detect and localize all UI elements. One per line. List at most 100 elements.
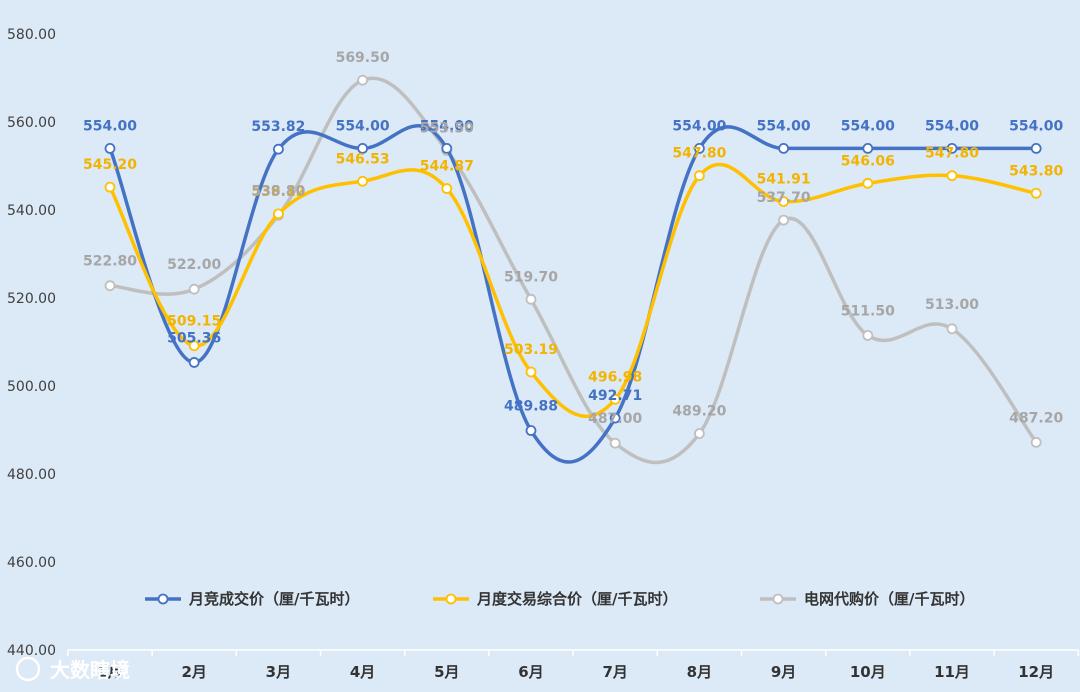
data-label: 569.50 xyxy=(336,50,390,66)
data-labels-0: 554.00 505.36 553.82 554.00 554.00 489.88 492.… xyxy=(83,118,1063,414)
data-point xyxy=(1030,142,1042,154)
data-label: 522.00 xyxy=(167,257,221,273)
data-label: 537.70 xyxy=(757,190,811,206)
data-point xyxy=(441,183,453,194)
data-point xyxy=(862,142,874,154)
legend-marker xyxy=(772,593,784,605)
y-tick-label: 440.00 xyxy=(7,643,56,659)
data-label: 554.00 xyxy=(336,118,390,134)
y-axis: 440.00 460.00 480.00 500.00 520.00 540.00 560.… xyxy=(7,27,56,659)
grid-lines xyxy=(67,650,1080,656)
data-point xyxy=(272,208,284,220)
data-label: 547.80 xyxy=(672,146,726,162)
x-tick-label: 5月 xyxy=(434,663,459,681)
x-tick-label: 6月 xyxy=(518,663,543,681)
y-tick-label: 460.00 xyxy=(7,555,56,571)
data-point xyxy=(357,175,369,187)
watermark: 大数瞎境 xyxy=(15,656,130,682)
data-point xyxy=(694,170,705,182)
data-point xyxy=(188,340,200,352)
data-label: 539.12 xyxy=(251,184,305,200)
series-1 xyxy=(104,162,1042,419)
data-label: 496.98 xyxy=(588,369,642,385)
series-0 xyxy=(104,124,1042,464)
watermark-logo-icon xyxy=(15,656,41,682)
data-label: 519.70 xyxy=(504,269,558,285)
data-label: 546.06 xyxy=(841,153,895,169)
data-label: 489.88 xyxy=(504,399,558,415)
data-label: 547.80 xyxy=(925,146,979,162)
data-labels-2: 522.80 522.00 538.80 569.50 553.50 519.70 487.… xyxy=(83,50,1063,427)
data-point xyxy=(694,428,705,439)
data-point xyxy=(357,142,369,154)
data-label: 544.87 xyxy=(420,159,474,175)
data-point xyxy=(525,366,537,378)
x-tick-label: 3月 xyxy=(266,663,291,681)
legend-marker xyxy=(445,593,457,605)
data-point xyxy=(104,280,116,292)
data-point xyxy=(1030,436,1042,448)
data-label: 541.91 xyxy=(757,172,811,188)
data-label: 545.20 xyxy=(83,157,137,173)
y-tick-label: 560.00 xyxy=(7,115,56,131)
data-label: 554.00 xyxy=(925,118,979,134)
legend-label: 月竞成交价（厘/千瓦时） xyxy=(188,590,359,608)
data-label: 492.71 xyxy=(588,388,642,404)
x-tick-label: 2月 xyxy=(181,663,206,681)
data-point xyxy=(862,177,874,189)
y-tick-label: 540.00 xyxy=(7,203,56,219)
x-tick-label: 4月 xyxy=(350,663,375,681)
data-label: 503.19 xyxy=(504,342,558,358)
y-tick-label: 480.00 xyxy=(7,467,56,483)
x-tick-label: 12月 xyxy=(1018,663,1054,681)
y-tick-label: 580.00 xyxy=(7,27,56,43)
data-point xyxy=(609,437,621,449)
data-point xyxy=(357,74,369,86)
data-label: 554.00 xyxy=(841,118,895,134)
data-point xyxy=(609,393,621,405)
data-label: 511.50 xyxy=(841,303,895,319)
data-point xyxy=(694,142,705,154)
data-point xyxy=(188,357,200,368)
legend-label: 电网代购价（厘/千瓦时） xyxy=(804,590,974,608)
data-point xyxy=(946,170,958,182)
data-labels-1: 545.20 509.15 539.12 546.53 544.87 503.19 496.… xyxy=(83,146,1063,386)
data-point xyxy=(778,214,789,226)
data-label: 505.36 xyxy=(167,330,221,346)
data-point xyxy=(525,293,537,305)
data-point xyxy=(441,142,453,154)
data-point xyxy=(525,425,537,436)
data-label: 553.50 xyxy=(420,121,474,137)
data-label: 543.80 xyxy=(1009,163,1063,179)
watermark-text: 大数瞎境 xyxy=(50,658,130,682)
data-label: 554.00 xyxy=(420,118,474,134)
data-label: 487.00 xyxy=(588,411,642,427)
data-point xyxy=(1030,187,1042,199)
data-label: 487.20 xyxy=(1009,410,1063,426)
x-tick-label: 8月 xyxy=(687,663,712,681)
data-label: 554.00 xyxy=(757,118,811,134)
data-point xyxy=(104,142,116,154)
data-label: 553.82 xyxy=(251,119,305,135)
data-point xyxy=(862,329,874,341)
x-tick-label: 10月 xyxy=(850,663,886,681)
data-point xyxy=(609,412,621,424)
data-label: 554.00 xyxy=(672,118,726,134)
data-label: 513.00 xyxy=(925,297,979,313)
x-tick-label: 1月 xyxy=(97,663,122,681)
x-tick-label: 9月 xyxy=(771,663,796,681)
data-point xyxy=(778,196,789,207)
data-label: 489.20 xyxy=(672,404,726,420)
y-tick-label: 500.00 xyxy=(7,379,56,395)
series-line xyxy=(108,76,1038,465)
data-point xyxy=(272,143,284,155)
legend-marker xyxy=(157,593,169,605)
x-axis: 1月 2月 3月 4月 5月 6月 7月 8月 9月 10月 11月 12月 xyxy=(97,663,1054,681)
legend-label: 月度交易综合价（厘/千瓦时） xyxy=(476,590,677,608)
data-point xyxy=(946,142,958,154)
data-label: 509.15 xyxy=(167,314,221,330)
series-line xyxy=(108,162,1038,419)
data-label: 546.53 xyxy=(336,151,390,167)
